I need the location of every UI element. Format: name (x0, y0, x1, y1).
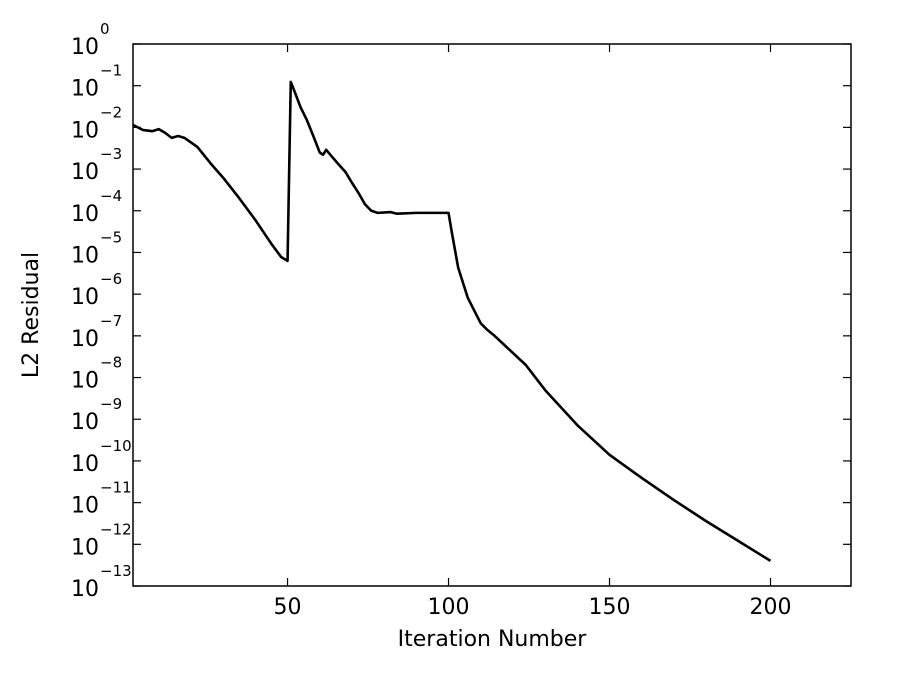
y-tick-label: 10 (71, 410, 99, 435)
y-tick-label: 10 (71, 285, 99, 310)
y-tick-label: 10 (71, 452, 99, 477)
data-line (132, 80, 772, 563)
y-tick-exponent: −7 (100, 312, 122, 330)
y-tick-exponent: −2 (100, 103, 122, 121)
y-tick-label: 10 (71, 160, 99, 185)
y-tick-label: 10 (71, 494, 99, 519)
y-tick-exponent: −1 (100, 62, 122, 80)
y-tick-label: 10 (71, 369, 99, 394)
y-tick-label: 10 (71, 243, 99, 268)
y-tick-exponent: −10 (100, 437, 132, 455)
y-tick-exponent: −13 (100, 562, 132, 580)
y-tick-exponent: 0 (100, 20, 110, 38)
x-axis-label: Iteration Number (398, 627, 588, 652)
y-tick-label: 10 (71, 118, 99, 143)
y-tick-label: 10 (71, 202, 99, 227)
y-tick-exponent: −5 (100, 228, 122, 246)
y-tick-exponent: −6 (100, 270, 122, 288)
y-tick-exponent: −4 (100, 187, 122, 205)
y-tick-label: 10 (71, 577, 99, 602)
y-tick-exponent: −12 (100, 520, 132, 538)
y-tick-label: 10 (71, 327, 99, 352)
x-tick-label: 50 (274, 595, 302, 620)
y-tick-exponent: −11 (100, 479, 132, 497)
y-tick-label: 10 (71, 77, 99, 102)
y-tick-exponent: −9 (100, 395, 122, 413)
x-tick-label: 200 (750, 595, 792, 620)
y-tick-label: 10 (71, 35, 99, 60)
y-tick-exponent: −8 (100, 354, 122, 372)
x-tick-label: 100 (428, 595, 470, 620)
x-tick-label: 150 (589, 595, 631, 620)
plot-frame (132, 43, 852, 587)
y-tick-exponent: −3 (100, 145, 122, 163)
y-axis-label: L2 Residual (19, 252, 44, 378)
y-tick-label: 10 (71, 535, 99, 560)
